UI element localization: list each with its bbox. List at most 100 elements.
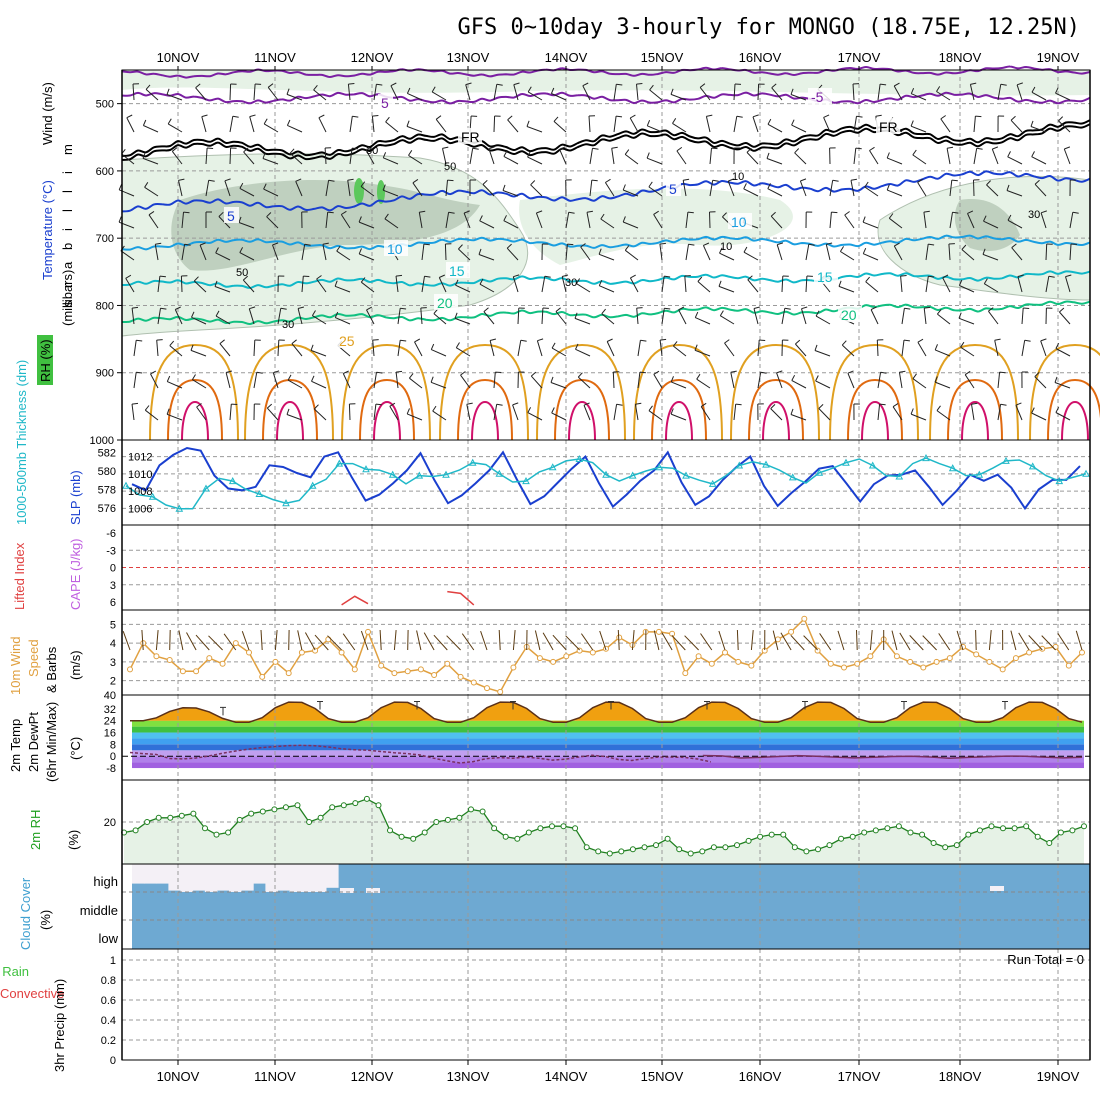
wind-barb xyxy=(215,315,231,325)
wind-barb-flag xyxy=(683,178,690,181)
wind-barb-flag xyxy=(952,211,959,214)
wind-barb-flag xyxy=(199,242,206,246)
wind-barb xyxy=(414,341,423,357)
wind-barb xyxy=(757,339,760,357)
wind-barb-flag xyxy=(412,178,419,184)
surface-wind-barb xyxy=(684,635,699,651)
wind-barb xyxy=(673,345,687,357)
wind-speed-marker xyxy=(312,647,319,654)
thickness-marker xyxy=(1028,462,1037,470)
wind-barb xyxy=(180,275,183,293)
contour-30c-bump xyxy=(847,378,903,441)
wind-barb-flag xyxy=(390,82,397,87)
wind-barb-flag xyxy=(1007,214,1012,221)
wind-barb-flag xyxy=(719,310,724,316)
wind-speed-marker xyxy=(193,668,200,675)
wind-barb xyxy=(389,406,399,421)
wind-barb xyxy=(178,180,183,197)
temp-tick-label: 24 xyxy=(104,716,116,728)
wind-barb xyxy=(131,308,135,325)
wind-barb-flag xyxy=(986,180,991,186)
wind-barb-flag xyxy=(900,275,907,277)
wind-barb xyxy=(1045,276,1050,293)
wind-barb-flag xyxy=(384,213,389,220)
wind-barb xyxy=(493,115,496,133)
wind-barb-flag xyxy=(460,371,466,376)
wind-barb xyxy=(435,118,447,133)
wind-barb xyxy=(613,404,618,421)
wind-barb xyxy=(757,83,760,101)
wind-barb-flag xyxy=(562,274,569,277)
wind-barb xyxy=(917,182,927,197)
wind-barb-flag xyxy=(347,178,354,181)
wind-speed-marker xyxy=(417,666,424,673)
contour-label: 5 xyxy=(381,95,389,111)
cloud-gap xyxy=(990,886,1004,891)
wind-barb xyxy=(577,376,591,389)
wind-barb xyxy=(456,347,471,357)
wind-barb xyxy=(937,313,951,325)
wind-barb xyxy=(191,316,207,325)
wind-barb xyxy=(877,404,881,421)
wind-barb xyxy=(409,377,423,389)
li-tick-label: 6 xyxy=(110,597,116,609)
wind-barb xyxy=(580,246,591,261)
surface-wind-barb xyxy=(772,630,779,651)
wind-barb-flag xyxy=(167,118,172,125)
slp-line xyxy=(131,446,1081,511)
wind-barb-flag xyxy=(472,147,479,150)
wind-barb-flag xyxy=(636,307,643,309)
wind-barb-flag xyxy=(814,344,818,351)
wind-barb xyxy=(1007,219,1023,229)
day-label-top: 14NOV xyxy=(545,50,588,65)
surface-wind-barb xyxy=(461,633,475,651)
wind-barb-flag xyxy=(586,210,593,213)
wind-barb-flag xyxy=(664,275,671,278)
wind-barb xyxy=(720,315,735,325)
wind-barb-flag xyxy=(263,183,267,190)
wind-barb xyxy=(469,148,474,165)
surface-wind-barb xyxy=(122,631,131,651)
wind-barb xyxy=(770,408,783,421)
precip-tick-label: 1 xyxy=(110,955,116,967)
wind-barb xyxy=(517,340,522,357)
wind-barb xyxy=(1031,91,1047,101)
wind-barb-flag xyxy=(372,115,379,117)
wind-barb-flag xyxy=(239,247,244,253)
wind-barb xyxy=(795,343,807,357)
wind-barb xyxy=(865,281,879,293)
wind-barb xyxy=(1058,120,1071,133)
wind-barb-flag xyxy=(376,371,383,374)
wind-barb-flag xyxy=(150,370,157,375)
rh-marker xyxy=(815,846,821,853)
wind-barb xyxy=(582,85,591,101)
panel2-ylabel: 1000-500mb Thickness (dm) SLP (mb) xyxy=(14,360,83,525)
wind-barb-flag xyxy=(577,372,583,378)
wind-barb-flag xyxy=(670,376,674,383)
wind-barb xyxy=(805,275,808,293)
wind-barb-flag xyxy=(1055,87,1059,94)
wind-barb xyxy=(215,252,231,261)
wind-barb-flag xyxy=(311,310,316,316)
wind-barb xyxy=(454,317,471,325)
wind-barb-flag xyxy=(770,404,776,409)
thickness-marker xyxy=(1055,477,1064,485)
rh-marker xyxy=(861,829,868,836)
wind-barb xyxy=(624,153,639,165)
wind-barb xyxy=(126,117,135,133)
wind-speed-marker xyxy=(1079,649,1085,656)
contour-label: 10 xyxy=(731,214,747,230)
wind-barb-flag xyxy=(886,152,890,159)
wind-barb xyxy=(923,212,927,229)
wind-barb-flag xyxy=(478,248,482,255)
wind-barb xyxy=(181,212,184,229)
wind-barb-flag xyxy=(1011,243,1017,249)
wind-barb-flag xyxy=(360,181,366,187)
wind-barb-flag xyxy=(1048,275,1055,278)
wind-barb-flag xyxy=(616,83,623,86)
wind-barb-flag xyxy=(238,216,242,223)
high-cloud-gap xyxy=(289,864,303,892)
wind-barb xyxy=(395,372,399,389)
rh-marker xyxy=(780,831,787,838)
wind-barb-flag xyxy=(1055,342,1060,349)
